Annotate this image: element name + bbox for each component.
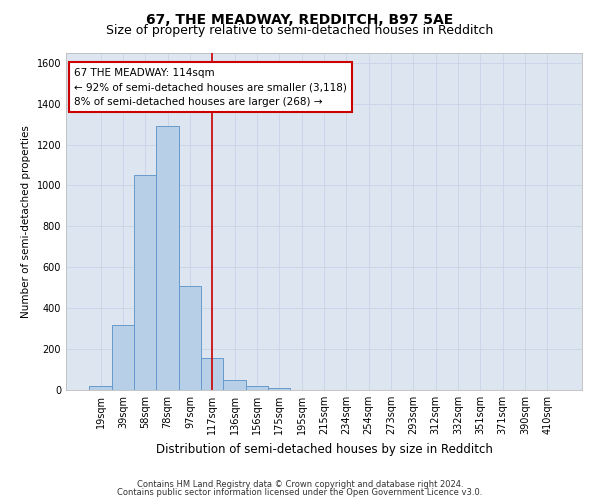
Text: Contains public sector information licensed under the Open Government Licence v3: Contains public sector information licen… [118, 488, 482, 497]
Bar [112, 324, 134, 390]
Bar [89, 386, 112, 390]
Text: Contains HM Land Registry data © Crown copyright and database right 2024.: Contains HM Land Registry data © Crown c… [137, 480, 463, 489]
Bar [179, 286, 201, 390]
Bar [268, 388, 290, 390]
Text: 67, THE MEADWAY, REDDITCH, B97 5AE: 67, THE MEADWAY, REDDITCH, B97 5AE [146, 12, 454, 26]
X-axis label: Distribution of semi-detached houses by size in Redditch: Distribution of semi-detached houses by … [155, 442, 493, 456]
Text: Size of property relative to semi-detached houses in Redditch: Size of property relative to semi-detach… [106, 24, 494, 37]
Y-axis label: Number of semi-detached properties: Number of semi-detached properties [21, 125, 31, 318]
Text: 67 THE MEADWAY: 114sqm
← 92% of semi-detached houses are smaller (3,118)
8% of s: 67 THE MEADWAY: 114sqm ← 92% of semi-det… [74, 68, 347, 108]
Bar [246, 386, 268, 390]
Bar [201, 358, 223, 390]
Bar [134, 175, 157, 390]
Bar [157, 126, 179, 390]
Bar [223, 380, 246, 390]
